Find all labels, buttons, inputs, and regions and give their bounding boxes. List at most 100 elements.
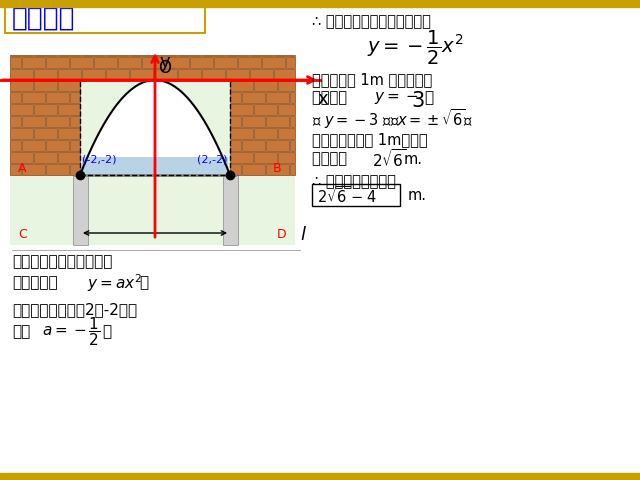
Bar [266,116,289,127]
Bar [286,57,295,68]
Bar [118,57,141,68]
Bar [230,152,253,163]
Bar [266,164,289,175]
Text: 的宽度为: 的宽度为 [312,152,351,167]
Bar [290,92,295,103]
Bar [130,55,153,56]
Text: 二次函数为: 二次函数为 [12,276,58,290]
Bar [34,128,57,139]
Bar [262,57,285,68]
Bar [190,57,213,68]
Bar [22,140,45,151]
Bar [290,164,295,175]
Text: 当水面下降 1m 时，水面的: 当水面下降 1m 时，水面的 [312,72,432,87]
Bar [154,69,177,80]
Bar [278,104,295,115]
Bar [46,140,69,151]
Bar [226,55,249,56]
Bar [73,175,88,245]
Bar [254,104,277,115]
Bar [202,55,225,56]
Bar [242,164,265,175]
Bar [254,128,277,139]
Bar [58,80,80,91]
Bar [22,57,45,68]
Bar [274,55,295,56]
Bar [278,128,295,139]
Text: B: B [273,163,282,176]
Bar [10,55,295,245]
Text: ．: ． [424,91,433,106]
Bar [312,184,400,206]
Bar [70,92,80,103]
Bar [10,57,21,68]
Bar [178,55,201,56]
Text: (-2,-2): (-2,-2) [82,154,116,164]
Bar [10,164,21,175]
Bar [22,164,45,175]
Bar [10,92,21,103]
Bar [70,140,80,151]
Bar [202,69,225,80]
Text: m.: m. [404,152,423,167]
Bar [166,57,189,68]
Bar [10,128,33,139]
Bar [214,57,237,68]
Bar [10,80,33,91]
Bar [266,92,289,103]
Text: 解：设这条抛物线表示的: 解：设这条抛物线表示的 [12,254,113,269]
Text: $2\sqrt{6}-4$: $2\sqrt{6}-4$ [317,184,376,205]
Bar [46,164,69,175]
Text: A: A [18,163,26,176]
Bar [0,0,640,7]
Text: (2,-2): (2,-2) [198,154,228,164]
Bar [230,116,241,127]
Bar [266,140,289,151]
Bar [230,140,241,151]
Bar [178,69,201,80]
Text: 所以，水面下降 1m，水面: 所以，水面下降 1m，水面 [312,132,428,147]
Bar [22,92,45,103]
Text: ．: ． [102,324,111,339]
Bar [254,152,277,163]
Text: $y=-\dfrac{1}{2}x^2$: $y=-\dfrac{1}{2}x^2$ [367,29,463,67]
Bar [290,116,295,127]
Bar [242,140,265,151]
Bar [58,69,81,80]
Text: 由抛物线经过点（2，-2），: 由抛物线经过点（2，-2）， [12,302,137,317]
Bar [10,116,21,127]
Text: $3$: $3$ [411,91,424,111]
Bar [94,57,117,68]
Bar [70,116,80,127]
Bar [70,164,80,175]
Bar [242,92,265,103]
Text: 当 $y=-3$ 时，$x=\pm\sqrt{6}$．: 当 $y=-3$ 时，$x=\pm\sqrt{6}$． [312,107,474,131]
Bar [58,128,80,139]
Bar [106,69,129,80]
Bar [142,57,165,68]
Text: $2\sqrt{6}$: $2\sqrt{6}$ [372,148,406,170]
Text: ．: ． [139,276,148,290]
Bar [226,69,249,80]
Bar [278,152,295,163]
Text: l: l [300,226,305,244]
Polygon shape [80,80,230,175]
Bar [290,140,295,151]
Bar [10,152,33,163]
Bar [58,104,80,115]
Bar [230,92,241,103]
Bar [10,104,33,115]
Bar [10,69,33,80]
Bar [238,57,261,68]
Bar [22,116,45,127]
Bar [230,164,241,175]
Bar [82,69,105,80]
Bar [230,104,253,115]
Text: 可得: 可得 [12,324,30,339]
Bar [34,80,57,91]
Text: O: O [158,59,171,77]
Bar [34,152,57,163]
Text: 纵坐标为: 纵坐标为 [312,91,351,106]
Bar [278,80,295,91]
Text: x: x [317,90,328,108]
